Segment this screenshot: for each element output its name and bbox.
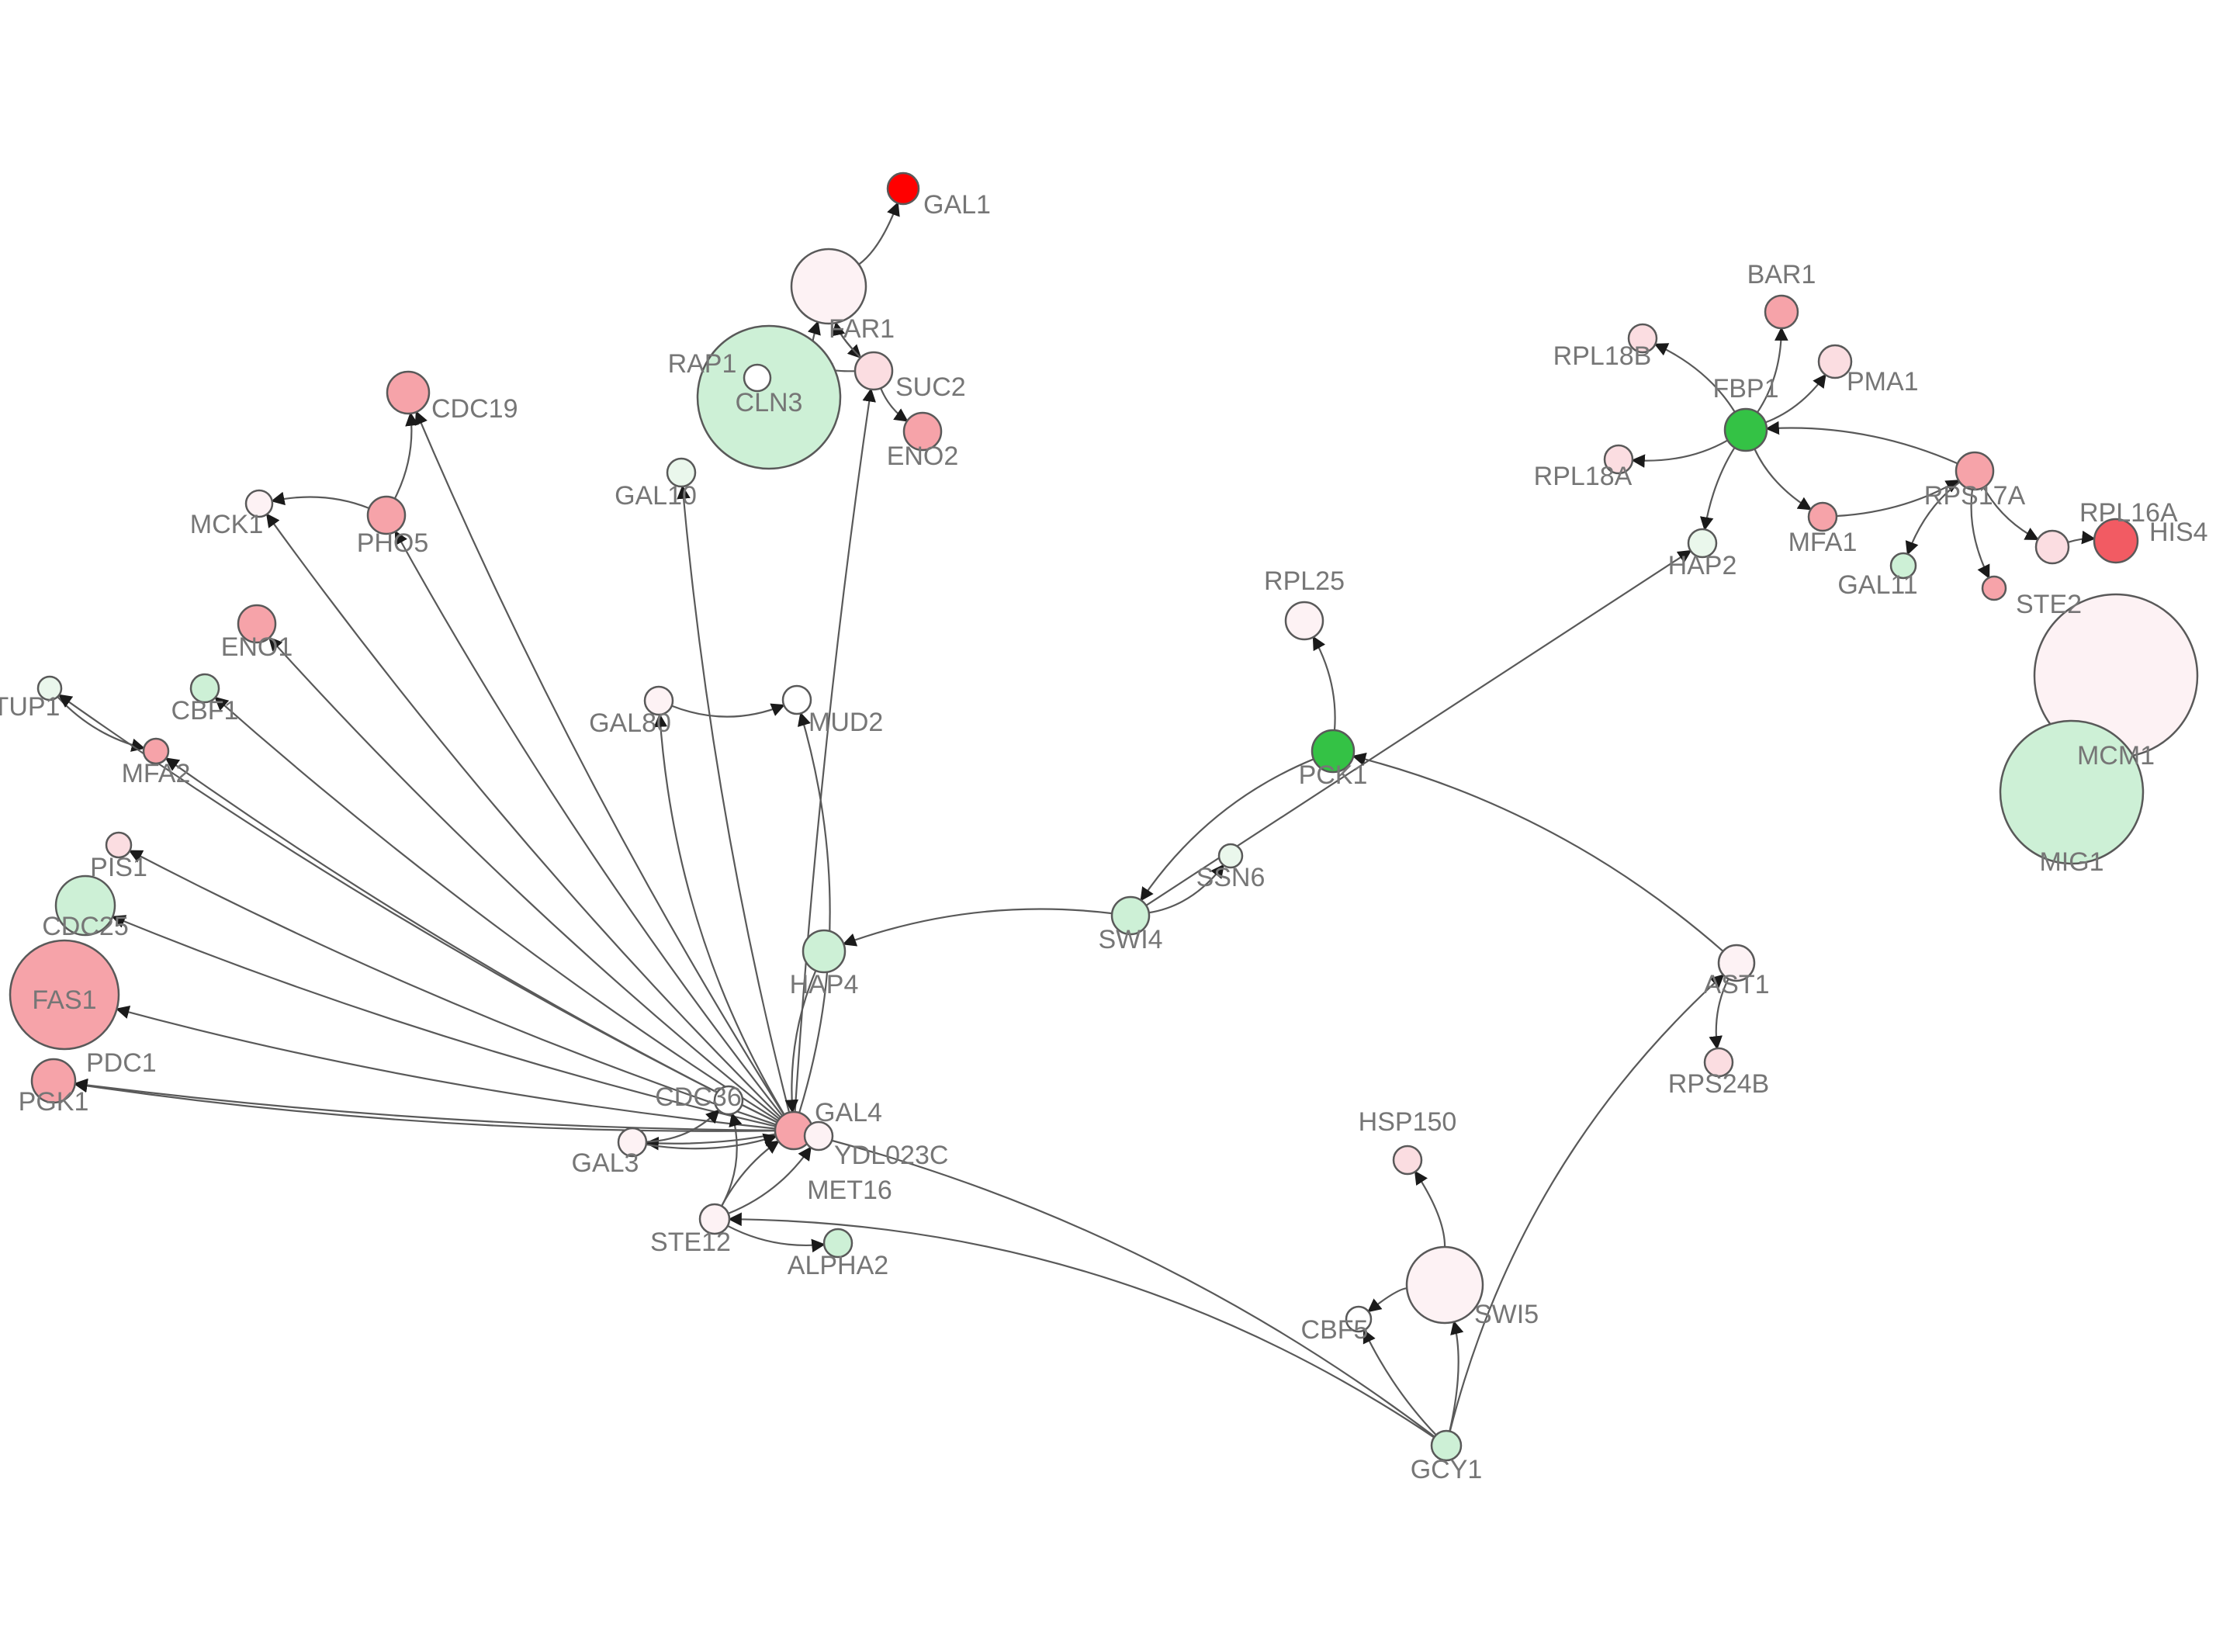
svg-text:ENO2: ENO2 [887,442,959,471]
svg-text:PHO5: PHO5 [357,528,429,558]
svg-text:MFA1: MFA1 [1788,528,1858,557]
svg-text:RPL18A: RPL18A [1534,462,1633,491]
svg-text:HIS4: HIS4 [2149,518,2208,547]
svg-text:RPL25: RPL25 [1264,566,1345,596]
svg-text:GAL3: GAL3 [572,1148,639,1178]
svg-text:HAP4: HAP4 [790,970,859,999]
svg-text:GCY1: GCY1 [1411,1455,1483,1484]
svg-text:CLN3: CLN3 [736,388,803,417]
svg-text:FAS1: FAS1 [32,985,96,1015]
svg-text:RAP1: RAP1 [668,349,737,379]
svg-text:GAL80: GAL80 [589,708,671,738]
svg-text:GAL4: GAL4 [815,1098,882,1127]
svg-text:GAL1: GAL1 [923,190,991,220]
svg-text:GAL11: GAL11 [1837,570,1917,600]
svg-text:BAR1: BAR1 [1747,260,1816,289]
svg-text:SWI4: SWI4 [1098,925,1162,954]
svg-text:MCK1: MCK1 [190,510,263,539]
svg-text:PDC1: PDC1 [86,1048,157,1078]
svg-text:PCK1: PCK1 [1299,760,1368,790]
svg-text:GAL10: GAL10 [615,481,697,511]
svg-text:MUD2: MUD2 [808,708,883,737]
svg-text:SWI5: SWI5 [1474,1300,1539,1329]
svg-text:ENO1: ENO1 [221,632,293,662]
svg-text:YDL023C: YDL023C [834,1141,948,1170]
svg-text:MIG1: MIG1 [2039,847,2103,877]
svg-text:STE12: STE12 [650,1228,731,1257]
svg-text:HSP150: HSP150 [1359,1107,1457,1137]
svg-text:MFA2: MFA2 [122,759,191,788]
svg-text:RPS24B: RPS24B [1668,1069,1769,1099]
svg-text:CDC25: CDC25 [42,912,128,941]
svg-text:TUP1: TUP1 [0,692,60,722]
svg-text:FAR1: FAR1 [829,314,895,344]
svg-text:MCM1: MCM1 [2077,741,2155,771]
svg-text:HAP2: HAP2 [1668,551,1737,580]
svg-text:SSN6: SSN6 [1196,863,1266,892]
svg-text:PGK1: PGK1 [19,1087,89,1117]
svg-text:STE2: STE2 [2016,590,2082,619]
svg-text:CDC36: CDC36 [655,1082,741,1112]
svg-text:PMA1: PMA1 [1847,367,1919,397]
svg-text:RPL18B: RPL18B [1553,341,1652,371]
svg-text:FBP1: FBP1 [1712,374,1778,403]
svg-text:ALPHA2: ALPHA2 [788,1251,888,1280]
svg-text:SUC2: SUC2 [895,372,966,402]
svg-text:CDC19: CDC19 [431,394,518,424]
svg-text:CBF5: CBF5 [1301,1315,1369,1345]
svg-text:PIS1: PIS1 [90,853,147,882]
svg-text:MET16: MET16 [807,1176,892,1205]
svg-text:RPS17A: RPS17A [1924,481,2026,511]
svg-text:CBF1: CBF1 [171,696,239,726]
svg-text:AST1: AST1 [1703,970,1769,999]
